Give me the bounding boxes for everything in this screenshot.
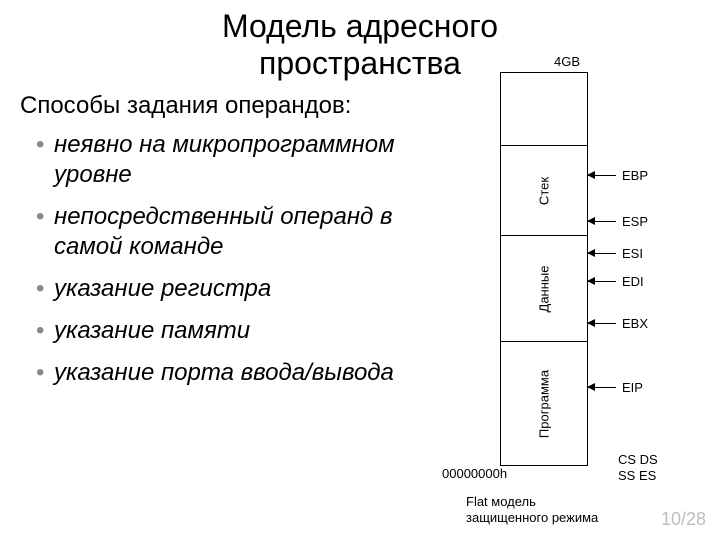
arrow-ebx: EBX: [588, 316, 648, 331]
list-item: непосредственный операнд в самой команде: [36, 202, 446, 262]
arrow-line: [588, 221, 616, 222]
title-line-1: Модель адресного: [222, 8, 498, 44]
segment-label: Программа: [537, 369, 552, 437]
bullet-list: неявно на микропрограммном уровне непоср…: [36, 130, 446, 400]
arrow-label: EBX: [622, 316, 648, 331]
memory-column: Стек Данные Программа: [500, 72, 588, 466]
arrow-ebp: EBP: [588, 168, 648, 183]
list-item: указание памяти: [36, 316, 446, 346]
flat-caption-line2: защищенного режима: [466, 510, 598, 525]
seg-regs-line1: CS DS: [618, 452, 658, 467]
segment-empty: [501, 73, 587, 145]
segment-registers: CS DS SS ES: [618, 452, 658, 485]
arrow-line: [588, 175, 616, 176]
list-item: указание регистра: [36, 274, 446, 304]
slide: Модель адресного пространства Способы за…: [0, 0, 720, 540]
title-line-2: пространства: [259, 45, 461, 81]
memory-diagram: 4GB Стек Данные Программа EBP ESP ES: [448, 54, 708, 534]
flat-caption-line1: Flat модель: [466, 494, 536, 509]
arrow-edi: EDI: [588, 274, 644, 289]
arrow-label: ESP: [622, 214, 648, 229]
arrow-label: EIP: [622, 380, 643, 395]
segment-data: Данные: [501, 235, 587, 341]
segment-label: Данные: [537, 265, 552, 312]
subtitle: Способы задания операндов:: [20, 92, 351, 120]
segment-label: Стек: [537, 176, 552, 204]
flat-model-caption: Flat модель защищенного режима: [466, 494, 598, 525]
arrow-label: EDI: [622, 274, 644, 289]
arrow-label: EBP: [622, 168, 648, 183]
arrow-esi: ESI: [588, 246, 643, 261]
segment-stack: Стек: [501, 145, 587, 235]
arrow-line: [588, 323, 616, 324]
segment-program: Программа: [501, 341, 587, 465]
arrow-line: [588, 281, 616, 282]
arrow-line: [588, 253, 616, 254]
page-number: 10/28: [661, 509, 706, 530]
list-item: указание порта ввода/вывода: [36, 358, 446, 388]
label-4gb: 4GB: [554, 54, 580, 69]
list-item: неявно на микропрограммном уровне: [36, 130, 446, 190]
seg-regs-line2: SS ES: [618, 468, 656, 483]
arrow-line: [588, 387, 616, 388]
arrow-label: ESI: [622, 246, 643, 261]
arrow-esp: ESP: [588, 214, 648, 229]
label-zero-addr: 00000000h: [442, 466, 507, 481]
arrow-eip: EIP: [588, 380, 643, 395]
